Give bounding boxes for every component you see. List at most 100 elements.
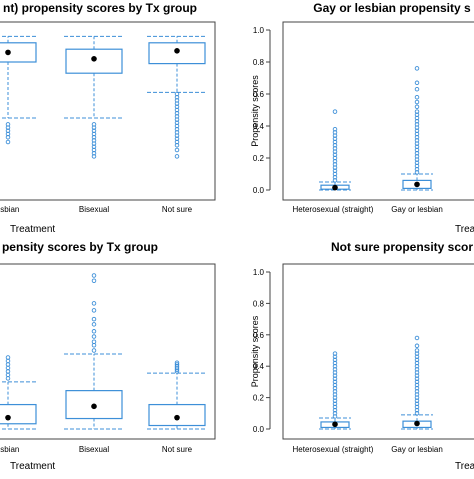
boxplot-panel-3: pensity scores by Tx group Treatment or le… <box>0 240 216 472</box>
mean-dot <box>5 414 11 421</box>
outlier-point <box>332 367 338 372</box>
x-tick-label: or lesbian <box>0 205 19 214</box>
outlier-point <box>414 398 420 403</box>
boxplot-panel-1: nt) propensity scores by Tx group Treatme… <box>0 1 216 235</box>
box-3 <box>147 360 207 430</box>
outlier-point <box>414 373 420 378</box>
outlier-point <box>414 109 420 114</box>
outlier-point <box>414 94 420 100</box>
outlier-point <box>91 278 97 283</box>
outlier-point <box>174 362 180 367</box>
y-tick-label: 0.8 <box>253 58 265 67</box>
x-tick-label: Not sure <box>162 205 193 214</box>
outlier-point <box>414 86 420 92</box>
outlier-point <box>414 395 420 400</box>
mean-dot <box>332 421 338 428</box>
x-tick-label: Not sure <box>162 445 193 454</box>
outlier-point <box>414 354 420 360</box>
y-tick-label: 0.0 <box>253 186 265 195</box>
outlier-point <box>414 104 420 110</box>
outlier-point <box>91 316 97 322</box>
box-1 <box>319 109 351 191</box>
outlier-point <box>332 411 338 416</box>
outlier-point <box>91 334 97 339</box>
outlier-point <box>332 385 338 391</box>
x-tick-label: Gay or lesbian <box>391 205 443 214</box>
outlier-point <box>414 99 420 105</box>
outlier-point <box>414 367 420 372</box>
outlier-point <box>414 80 420 86</box>
outlier-point <box>332 363 338 369</box>
y-tick-label: 0.2 <box>253 394 265 403</box>
outlier-point <box>332 407 338 413</box>
outlier-point <box>414 348 420 353</box>
outlier-point <box>332 404 338 410</box>
boxplot-panel-4: Not sure propensity scor Treatme 0.0 0.2 0.4… <box>250 240 474 472</box>
outlier-point <box>332 373 338 378</box>
chart-title: pensity scores by Tx group <box>2 240 158 254</box>
outlier-point <box>332 360 338 366</box>
chart-title: Gay or lesbian propensity s <box>313 1 471 15</box>
x-tick-label: Gay or lesbian <box>391 445 443 454</box>
outlier-point <box>91 154 97 159</box>
outlier-point <box>414 66 420 71</box>
x-tick-label: or lesbian <box>0 445 19 454</box>
outlier-point <box>414 360 420 366</box>
box-iqr <box>65 48 123 74</box>
outlier-point <box>332 109 338 114</box>
outlier-point <box>414 370 420 375</box>
outlier-point <box>332 401 338 407</box>
outlier-point <box>414 392 420 397</box>
boxplot-panel-2: Gay or lesbian propensity s Treatme 0.0 0.2… <box>250 1 474 235</box>
outlier-point <box>414 335 420 341</box>
plot-frame <box>0 263 216 440</box>
outlier-point <box>414 357 420 363</box>
outlier-point <box>414 351 420 356</box>
box-2 <box>401 66 433 191</box>
plot-frame <box>282 21 474 201</box>
outlier-point <box>414 401 420 407</box>
mean-dot <box>91 403 97 410</box>
outlier-point <box>332 379 338 385</box>
outlier-point <box>332 382 338 388</box>
outlier-point <box>91 273 97 278</box>
outlier-point <box>91 348 97 353</box>
outlier-point <box>332 351 338 356</box>
outlier-point <box>332 398 338 403</box>
y-tick-label: 0.4 <box>253 362 265 371</box>
outlier-point <box>332 370 338 375</box>
outlier-point <box>5 139 11 145</box>
mean-dot <box>414 181 420 188</box>
plot-frame <box>0 21 216 201</box>
outlier-point <box>174 154 180 159</box>
mean-dot <box>91 56 97 62</box>
x-tick-label: Heterosexual (straight) <box>293 205 374 214</box>
x-tick-label: Heterosexual (straight) <box>293 445 374 454</box>
outlier-point <box>91 301 97 306</box>
outlier-point <box>5 134 11 140</box>
y-tick-label: 0.4 <box>253 122 265 131</box>
box-iqr <box>0 403 37 425</box>
outlier-point <box>332 389 338 394</box>
outlier-point <box>174 142 180 148</box>
x-axis-label: Treatment <box>10 461 55 472</box>
box-2 <box>64 35 124 159</box>
mean-dot <box>332 184 338 191</box>
outlier-point <box>332 414 338 419</box>
outlier-point <box>332 395 338 400</box>
outlier-point <box>5 355 11 360</box>
y-tick-label: 0.6 <box>253 331 265 340</box>
mean-dot <box>174 48 180 54</box>
outlier-point <box>332 354 338 360</box>
x-tick-label: Bisexual <box>79 205 109 214</box>
outlier-point <box>174 147 180 153</box>
outlier-point <box>332 126 338 132</box>
y-tick-label: 0.8 <box>253 299 265 308</box>
x-tick-label: Bisexual <box>79 445 109 454</box>
y-tick-label: 1.0 <box>253 268 265 277</box>
box-1 <box>0 35 38 145</box>
x-axis-label: Treatme <box>455 461 474 472</box>
x-axis-label: Treatme <box>455 224 474 235</box>
